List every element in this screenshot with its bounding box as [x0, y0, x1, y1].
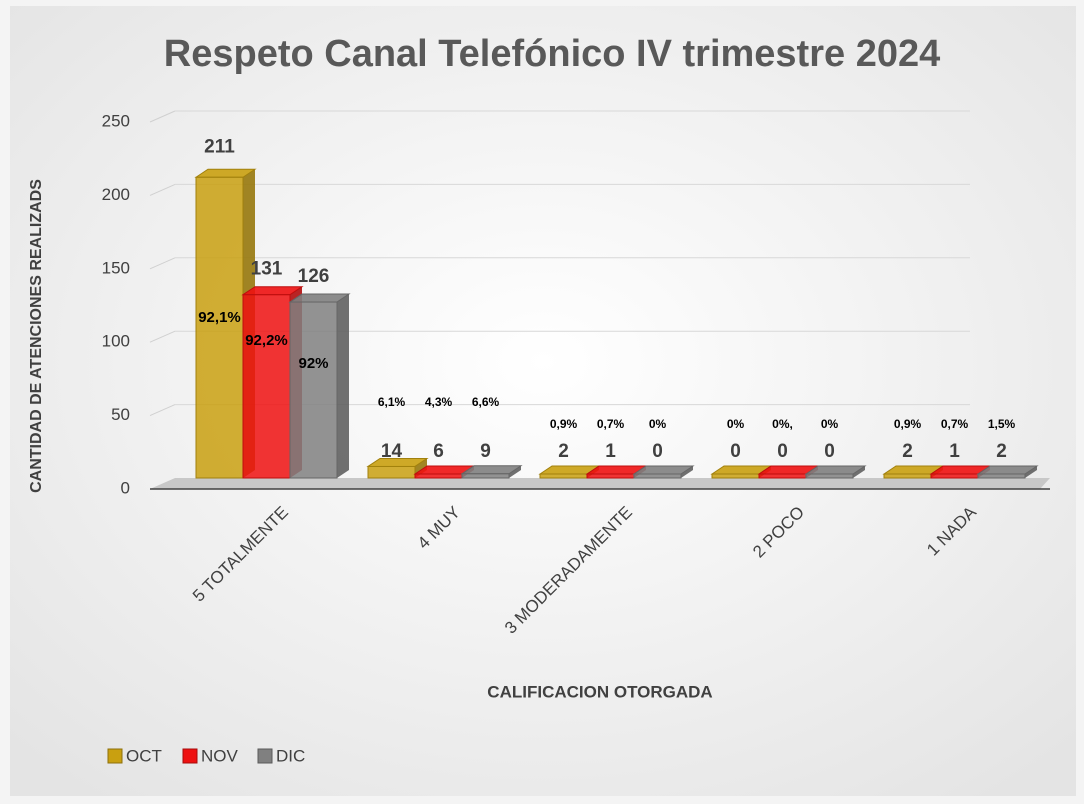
percent-label: 0,9%	[550, 417, 578, 431]
bar	[633, 473, 682, 479]
value-label: 2	[902, 441, 913, 462]
y-axis-label: CANTIDAD DE ATENCIONES REALIZADS	[28, 179, 45, 493]
percent-label: 4,3%	[425, 395, 453, 409]
value-label: 9	[480, 441, 491, 462]
value-label: 2	[558, 441, 569, 462]
value-label: 126	[298, 266, 330, 287]
chart-title: Respeto Canal Telefónico IV trimestre 20…	[164, 33, 940, 75]
bar	[461, 473, 510, 479]
bar	[242, 294, 291, 479]
value-label: 0	[652, 441, 663, 462]
percent-label: 1,5%	[988, 417, 1016, 431]
bar-side	[1025, 466, 1037, 478]
x-axis-label: CALIFICACION OTORGADA	[487, 682, 712, 701]
grid-line	[149, 330, 176, 343]
percent-label: 6,6%	[472, 395, 500, 409]
percent-label: 0%	[821, 417, 839, 431]
value-label: 0	[777, 441, 788, 462]
value-label: 2	[996, 441, 1007, 462]
bar	[539, 473, 588, 479]
legend-swatch	[257, 748, 273, 764]
y-tick-label: 0	[121, 478, 130, 497]
percent-label: 92%	[298, 355, 328, 372]
bar	[805, 473, 854, 479]
value-label: 131	[251, 259, 283, 280]
legend-label: DIC	[276, 746, 305, 765]
percent-label: 0,7%	[597, 417, 625, 431]
legend-swatch	[182, 748, 198, 764]
y-tick-label: 150	[102, 258, 130, 277]
bar	[414, 473, 463, 479]
bar	[367, 465, 416, 479]
y-tick-label: 50	[111, 405, 130, 424]
bar-side	[681, 466, 693, 478]
y-tick-label: 100	[102, 332, 130, 351]
bar	[930, 473, 979, 479]
bar	[758, 473, 807, 479]
grid-line	[149, 110, 176, 123]
percent-label: 0%	[649, 417, 667, 431]
value-label: 0	[824, 441, 835, 462]
floor	[150, 478, 1050, 489]
value-label: 0	[730, 441, 741, 462]
legend-swatch	[107, 748, 123, 764]
value-label: 1	[949, 441, 960, 462]
percent-label: 0,7%	[941, 417, 969, 431]
value-label: 14	[381, 441, 403, 462]
value-label: 6	[433, 441, 444, 462]
bar	[586, 473, 635, 479]
grid-line	[149, 257, 176, 270]
bar	[883, 473, 932, 479]
grid-line	[149, 183, 176, 196]
legend-label: OCT	[126, 746, 162, 765]
bar-side	[337, 294, 349, 478]
percent-label: 6,1%	[378, 395, 406, 409]
percent-label: 0%	[727, 417, 745, 431]
bar	[711, 473, 760, 479]
chart-bg	[10, 6, 1076, 796]
bar	[195, 176, 244, 479]
y-tick-label: 250	[102, 111, 130, 130]
percent-label: 0%,	[772, 417, 793, 431]
bar	[977, 473, 1026, 479]
y-tick-label: 200	[102, 185, 130, 204]
grid-line	[149, 404, 176, 417]
percent-label: 92,2%	[245, 332, 288, 349]
legend-label: NOV	[201, 746, 239, 765]
bar-side	[509, 465, 521, 478]
bar	[289, 301, 338, 479]
bar-side	[853, 466, 865, 478]
value-label: 1	[605, 441, 616, 462]
percent-label: 0,9%	[894, 417, 922, 431]
percent-label: 92,1%	[198, 309, 241, 326]
value-label: 211	[204, 136, 235, 157]
